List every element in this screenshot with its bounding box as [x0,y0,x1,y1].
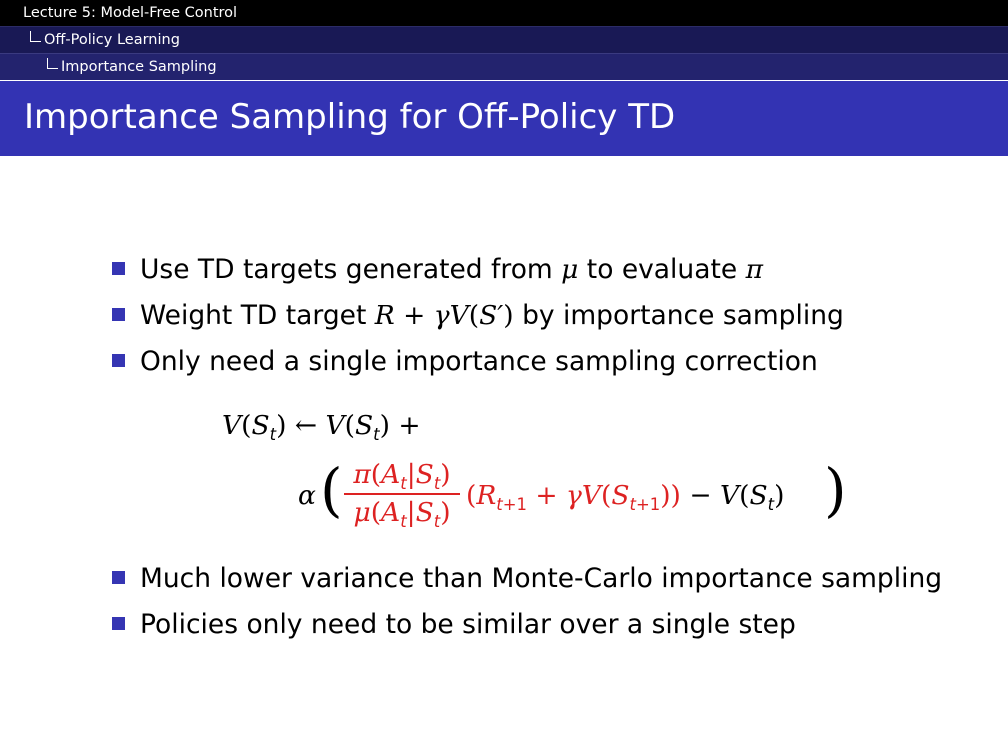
section-label: Off-Policy Learning [44,32,180,48]
bullet-item: Much lower variance than Monte-Carlo imp… [112,556,992,602]
bullet-square-icon [112,571,125,584]
tree-elbow-icon [47,58,58,69]
breadcrumb-lecture[interactable]: Lecture 5: Model-Free Control [0,0,1008,26]
lecture-label: Lecture 5: Model-Free Control [23,5,238,21]
right-paren: ) [824,456,847,524]
bullet-list-top: Use TD targets generated from μ to evalu… [112,247,992,385]
importance-ratio-fraction: π(At|St) μ(At|St) [344,458,460,530]
breadcrumb-subsection[interactable]: Importance Sampling [0,53,1008,80]
fraction-bar [344,493,460,495]
bullet-item: Use TD targets generated from μ to evalu… [112,247,992,293]
bullet-item: Only need a single importance sampling c… [112,339,992,385]
bullet-item: Weight TD target R + γV(S′) by importanc… [112,293,992,339]
left-paren: ( [320,456,343,524]
bullet-square-icon [112,354,125,367]
bullet-item: Policies only need to be similar over a … [112,602,992,648]
fraction-denominator: μ(At|St) [353,497,451,531]
bullet-list-bottom: Much lower variance than Monte-Carlo imp… [112,556,992,648]
bullet-square-icon [112,617,125,630]
fraction-numerator: π(At|St) [353,459,451,493]
alpha-symbol: α [298,480,316,511]
update-equation-line1: V(St) ← V(St) + [222,410,421,444]
subsection-label: Importance Sampling [61,59,217,75]
bullet-square-icon [112,262,125,275]
breadcrumb-section[interactable]: Off-Policy Learning [0,26,1008,53]
td-error-expression: (Rt+1 + γV(St+1)) − V(St) [466,480,785,514]
title-bar: Importance Sampling for Off-Policy TD [0,81,1008,156]
slide-title: Importance Sampling for Off-Policy TD [24,97,676,137]
tree-elbow-icon [30,31,41,42]
td-target-formula: R + γV(S′) [374,300,514,331]
bullet-square-icon [112,308,125,321]
